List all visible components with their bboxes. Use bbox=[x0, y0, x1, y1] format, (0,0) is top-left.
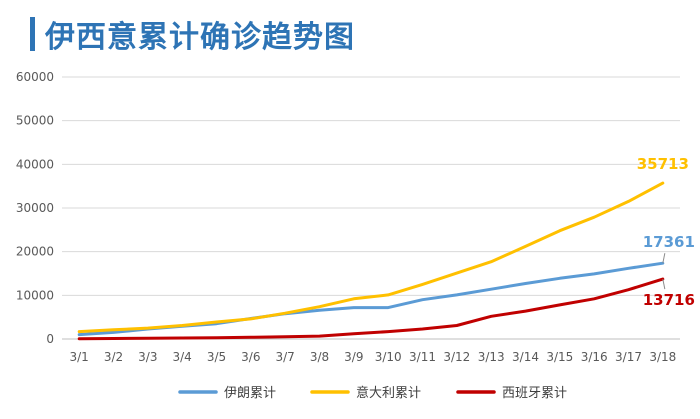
y-tick-label: 20000 bbox=[16, 245, 54, 259]
x-tick-label: 3/17 bbox=[615, 350, 642, 364]
x-tick-label: 3/8 bbox=[310, 350, 329, 364]
title-group: 伊西意累计确诊趋势图 bbox=[30, 12, 355, 56]
end-value-label: 35713 bbox=[637, 155, 689, 173]
series-line-0 bbox=[77, 261, 665, 337]
series-line-2 bbox=[77, 277, 665, 341]
x-tick-label: 3/14 bbox=[512, 350, 539, 364]
x-tick-label: 3/12 bbox=[443, 350, 470, 364]
title-accent-bar bbox=[30, 17, 35, 51]
x-tick-label: 3/11 bbox=[409, 350, 436, 364]
y-tick-label: 40000 bbox=[16, 157, 54, 171]
x-tick-label: 3/10 bbox=[375, 350, 402, 364]
x-tick-label: 3/3 bbox=[138, 350, 157, 364]
legend-label: 西班牙累计 bbox=[502, 386, 567, 401]
data-label-leader bbox=[662, 279, 666, 290]
series-line-1 bbox=[77, 181, 665, 334]
legend-label: 伊朗累计 bbox=[224, 386, 276, 401]
y-tick-label: 60000 bbox=[16, 70, 54, 84]
x-tick-label: 3/7 bbox=[276, 350, 295, 364]
chart-title: 伊西意累计确诊趋势图 bbox=[45, 20, 355, 55]
x-tick-label: 3/15 bbox=[546, 350, 573, 364]
x-tick-label: 3/13 bbox=[478, 350, 505, 364]
x-tick-label: 3/6 bbox=[241, 350, 260, 364]
x-tick-label: 3/1 bbox=[70, 350, 89, 364]
y-tick-label: 30000 bbox=[16, 201, 54, 215]
end-value-label: 13716 bbox=[643, 291, 695, 309]
end-value-label: 17361 bbox=[643, 233, 695, 251]
data-label-leader bbox=[662, 253, 666, 264]
y-tick-label: 50000 bbox=[16, 114, 54, 128]
y-tick-label: 10000 bbox=[16, 288, 54, 302]
x-tick-label: 3/16 bbox=[581, 350, 608, 364]
x-tick-label: 3/5 bbox=[207, 350, 226, 364]
x-tick-label: 3/4 bbox=[173, 350, 192, 364]
x-tick-label: 3/9 bbox=[344, 350, 363, 364]
x-tick-label: 3/2 bbox=[104, 350, 123, 364]
legend-label: 意大利累计 bbox=[356, 385, 421, 401]
y-tick-label: 0 bbox=[46, 332, 54, 346]
x-tick-label: 3/18 bbox=[649, 350, 676, 364]
